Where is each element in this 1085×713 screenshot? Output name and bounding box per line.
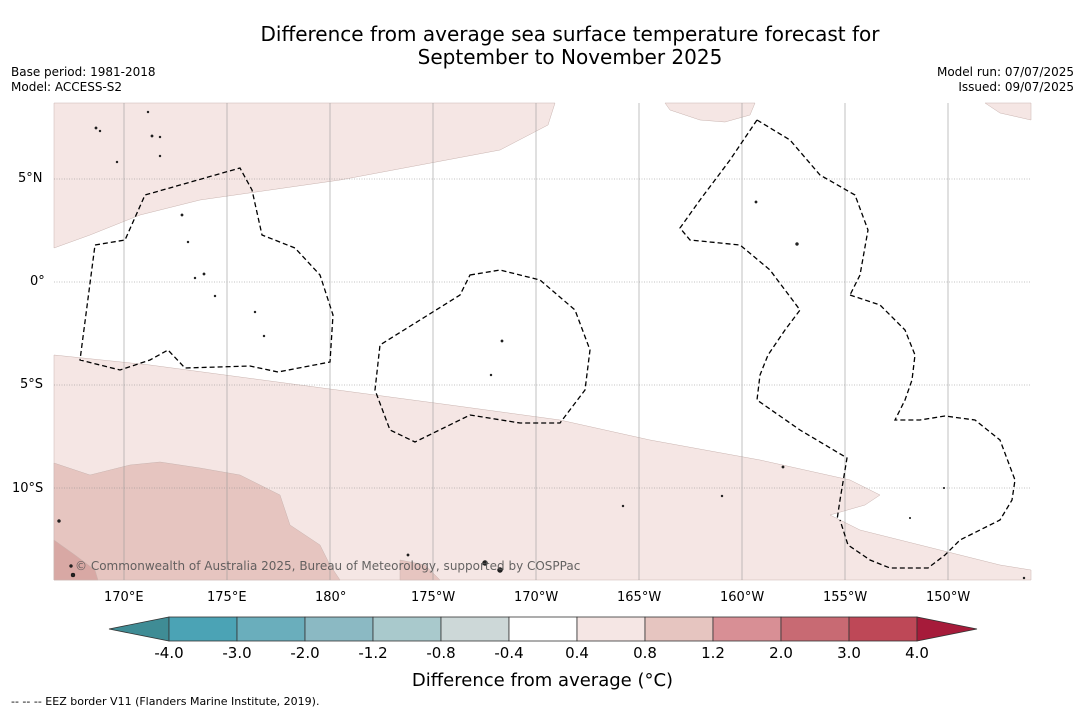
colorbar-tick-label: 0.4 — [565, 644, 589, 662]
colorbar-segment — [644, 616, 714, 642]
colorbar-tick-label: -0.4 — [494, 644, 524, 662]
colorbar-tick-label: -4.0 — [154, 644, 184, 662]
colorbar-tick-label: -3.0 — [222, 644, 252, 662]
lat-label-5s: 5°S — [20, 377, 44, 392]
anomaly-region-south-west-strong — [53, 539, 99, 581]
colorbar-tick-label: 3.0 — [837, 644, 861, 662]
meta-right: Model run: 07/07/2025 Issued: 09/07/2025 — [937, 65, 1074, 95]
lon-label-170e: 170°E — [104, 590, 144, 605]
anomaly-region-north-west — [53, 102, 556, 249]
islands — [57, 110, 1026, 580]
eez-border-north-east — [756, 119, 869, 296]
eez-footnote: -- -- -- EEZ border V11 (Flanders Marine… — [11, 695, 320, 708]
colorbar-title: Difference from average (°C) — [411, 670, 674, 691]
colorbar — [108, 616, 978, 642]
meridians — [123, 103, 949, 580]
colorbar-tick-label: 0.8 — [633, 644, 657, 662]
lat-label-10s: 10°S — [12, 481, 44, 496]
anomaly-region-north-east — [984, 102, 1032, 121]
colorbar-segment — [236, 616, 306, 642]
issued-date: Issued: 09/07/2025 — [958, 80, 1074, 94]
lon-label-165w: 165°W — [617, 590, 662, 605]
lon-label-175w: 175°W — [411, 590, 456, 605]
colorbar-segment — [168, 616, 238, 642]
colorbar-tick-label: 4.0 — [905, 644, 929, 662]
map-title-line1: Difference from average sea surface temp… — [260, 22, 880, 46]
colorbar-tick-label: 1.2 — [701, 644, 725, 662]
colorbar-extend-low — [108, 616, 170, 642]
lon-label-175e: 175°E — [207, 590, 247, 605]
colorbar-segment — [576, 616, 646, 642]
lat-label-5n: 5°N — [18, 171, 43, 186]
lon-label-170w: 170°W — [514, 590, 559, 605]
colorbar-segment — [372, 616, 442, 642]
anomaly-region-south-west-medium — [53, 461, 341, 581]
eez-border-west — [79, 167, 334, 373]
anomaly-region-north-center — [664, 102, 756, 123]
colorbar-segment — [780, 616, 850, 642]
meta-left: Base period: 1981-2018 Model: ACCESS-S2 — [11, 65, 156, 95]
model-run: Model run: 07/07/2025 — [936, 65, 1074, 79]
eez-borders — [79, 119, 1016, 569]
eez-border-south-east — [839, 294, 1016, 569]
lon-label-150w: 150°W — [926, 590, 971, 605]
map-title-line2: September to November 2025 — [417, 45, 723, 69]
colorbar-segment — [440, 616, 510, 642]
colorbar-extend-high — [916, 616, 978, 642]
colorbar-segment — [712, 616, 782, 642]
copyright-credit: © Commonwealth of Australia 2025, Bureau… — [75, 559, 581, 573]
model-name: Model: ACCESS-S2 — [11, 80, 123, 94]
base-period: Base period: 1981-2018 — [11, 65, 156, 79]
colorbar-segment — [508, 616, 578, 642]
anomaly-region-south-mid-medium — [399, 559, 441, 581]
eez-border-central — [374, 269, 591, 443]
anomaly-region-south-band — [53, 354, 1032, 581]
colorbar-segment — [848, 616, 918, 642]
colorbar-tick-label: -0.8 — [426, 644, 456, 662]
colorbar-tick-label: -2.0 — [290, 644, 320, 662]
lon-label-180: 180° — [315, 590, 347, 605]
lon-label-155w: 155°W — [823, 590, 868, 605]
lon-label-160w: 160°W — [720, 590, 765, 605]
colorbar-tick-label: 2.0 — [769, 644, 793, 662]
colorbar-tick-label: -1.2 — [358, 644, 388, 662]
eez-border-east-divider — [679, 119, 848, 521]
lat-label-0: 0° — [30, 274, 45, 289]
colorbar-segment — [304, 616, 374, 642]
